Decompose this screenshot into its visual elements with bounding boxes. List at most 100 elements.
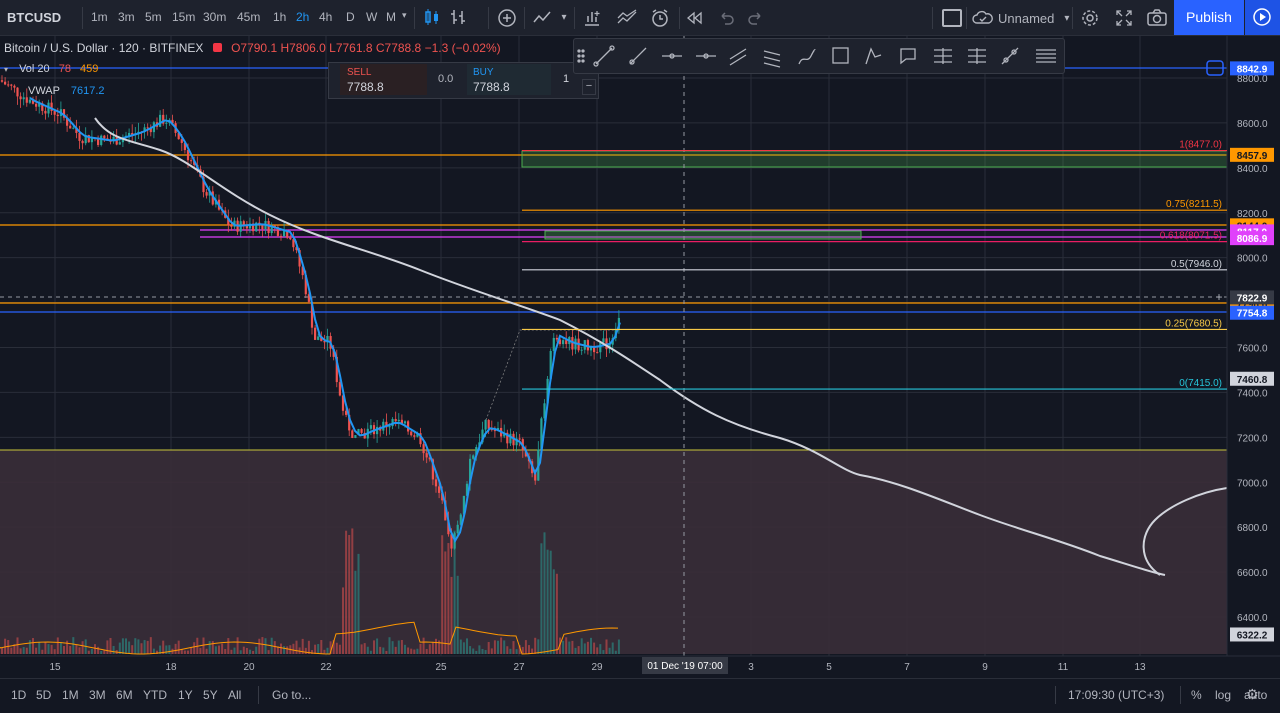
interval-3m[interactable]: 3m (118, 10, 135, 24)
volume-bar (450, 576, 453, 654)
candle-body (549, 350, 552, 379)
compare-icon[interactable] (582, 8, 602, 28)
goto-button[interactable]: Go to... (272, 688, 312, 702)
volume-bar (357, 553, 360, 654)
brush-icon[interactable] (798, 49, 816, 65)
volume-bar (78, 647, 81, 654)
play-button[interactable] (1245, 0, 1280, 35)
volume-bar (22, 647, 25, 654)
chevron-down-icon[interactable]: ▾ (561, 12, 567, 23)
fullscreen-icon[interactable] (1114, 8, 1134, 28)
volume-bar (292, 643, 295, 654)
candle-body (72, 127, 75, 129)
parallel-channel-icon[interactable] (729, 48, 747, 66)
candle-body (447, 520, 450, 535)
interval-4h[interactable]: 4h (319, 10, 333, 24)
sell-button[interactable]: SELL 7788.8 (340, 64, 427, 95)
fib-levels-icon[interactable] (1036, 49, 1056, 63)
redo-icon[interactable] (746, 8, 766, 28)
price-tick: 7600.0 (1237, 344, 1268, 355)
undo-icon[interactable] (716, 8, 736, 28)
range-3m[interactable]: 3M (89, 688, 106, 702)
fib-tool-icon[interactable] (1001, 47, 1019, 65)
interval-W[interactable]: W (366, 10, 378, 24)
drag-handle-icon[interactable] (577, 49, 585, 63)
interval-1h[interactable]: 1h (273, 10, 287, 24)
publish-button[interactable]: Publish (1174, 0, 1244, 35)
alert-icon[interactable] (650, 8, 670, 28)
volume-bar (515, 649, 518, 654)
volume-bar (577, 646, 580, 654)
volume-bar (497, 640, 499, 654)
log-scale-button[interactable]: log (1215, 688, 1232, 702)
candle-body (314, 327, 317, 340)
alert-marker-icon[interactable] (1206, 60, 1224, 76)
volume-bar (466, 638, 468, 654)
divider (1180, 686, 1181, 704)
position-icon[interactable] (934, 48, 952, 64)
axis-settings-icon[interactable]: ⚙ (1246, 686, 1259, 702)
range-1y[interactable]: 1Y (178, 688, 193, 702)
volume-bar (276, 646, 279, 654)
settings-icon[interactable] (1080, 8, 1100, 28)
range-6m[interactable]: 6M (116, 688, 133, 702)
symbol-search[interactable]: BTCUSD (7, 10, 62, 25)
range-5d[interactable]: 5D (36, 688, 52, 702)
interval-D[interactable]: D (346, 10, 355, 24)
trend-line-icon[interactable] (593, 45, 615, 67)
volume-bar (233, 647, 236, 654)
auto-scale-button[interactable]: auto (1244, 688, 1268, 702)
path-icon[interactable] (865, 47, 882, 65)
candle-body (25, 97, 28, 103)
callout-icon[interactable] (900, 48, 916, 65)
interval-45m[interactable]: 45m (237, 10, 261, 24)
rectangle-icon[interactable] (832, 47, 849, 64)
interval-2h[interactable]: 2h (296, 10, 310, 24)
collapse-icon[interactable]: ▾ (4, 65, 9, 74)
indicators-icon[interactable] (532, 8, 552, 28)
interval-30m[interactable]: 30m (203, 10, 227, 24)
ray-icon[interactable] (629, 47, 647, 65)
crosshair-plus-icon[interactable]: + (1215, 290, 1222, 304)
range-1d[interactable]: 1D (11, 688, 27, 702)
volume-bar (342, 587, 344, 654)
snapshot-icon[interactable] (1146, 8, 1167, 28)
price-chart[interactable]: 8800.08600.08400.08200.08000.07800.07600… (0, 36, 1280, 676)
replay-icon[interactable] (684, 8, 704, 28)
layout-icon[interactable] (942, 9, 962, 27)
range-all[interactable]: All (228, 688, 242, 702)
volume-bar (543, 532, 546, 654)
price-range-icon[interactable] (968, 48, 986, 64)
chevron-down-icon[interactable]: ▾ (402, 10, 407, 20)
interval-M[interactable]: M (386, 10, 396, 24)
range-ytd[interactable]: YTD (143, 688, 167, 702)
vwap-legend[interactable]: VWAP 7617.2 (28, 85, 105, 97)
sell-price: 7788.8 (347, 80, 384, 94)
horizontal-ray-icon[interactable] (696, 53, 716, 59)
range-5y[interactable]: 5Y (203, 688, 218, 702)
volume-legend[interactable]: ▾ Vol 20 78 459 (4, 63, 98, 75)
time-tick: 15 (49, 662, 61, 673)
regression-trend-icon[interactable] (763, 50, 781, 68)
price-label (1230, 147, 1274, 162)
candle-style-icon[interactable] (422, 8, 442, 28)
range-1m[interactable]: 1M (62, 688, 79, 702)
interval-1m[interactable]: 1m (91, 10, 108, 24)
percent-scale-button[interactable]: % (1191, 688, 1202, 702)
volume-bar (10, 647, 13, 654)
interval-5m[interactable]: 5m (145, 10, 162, 24)
templates-icon[interactable] (616, 8, 637, 28)
candle-body (543, 403, 546, 419)
quantity-decrement-button[interactable]: − (582, 79, 596, 95)
horizontal-line-icon[interactable] (662, 53, 682, 59)
bar-style-icon[interactable] (448, 8, 468, 28)
buy-button[interactable]: BUY 7788.8 (467, 64, 551, 95)
add-icon[interactable] (497, 8, 517, 28)
volume-bar (512, 641, 515, 654)
quantity-field[interactable]: 1 (563, 73, 570, 85)
candle-body (410, 431, 413, 436)
price-tick: 7200.0 (1237, 433, 1268, 444)
layout-name-button[interactable]: Unnamed ▾ (972, 6, 1069, 30)
volume-bar (360, 644, 363, 654)
interval-15m[interactable]: 15m (172, 10, 196, 24)
